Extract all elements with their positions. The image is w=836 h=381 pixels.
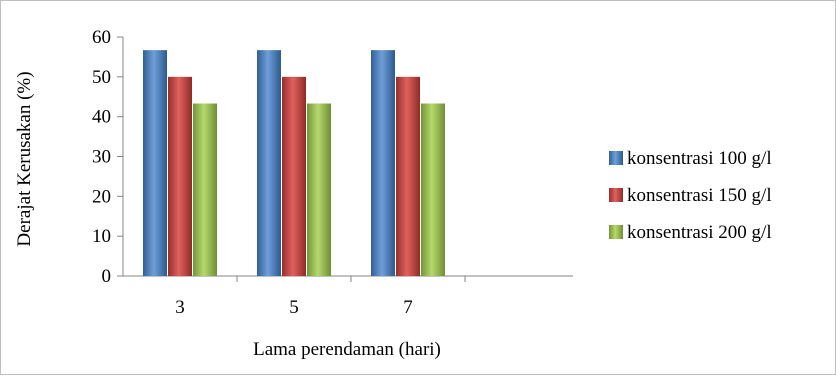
y-axis: 0 10 20 30 40 50 60: [92, 27, 124, 287]
bar: [193, 103, 217, 276]
bar: [396, 76, 420, 276]
bar: [421, 103, 445, 276]
x-axis: 3 5 7: [123, 275, 573, 318]
legend-label: konsentrasi 150 g/l: [627, 185, 772, 206]
bars: [143, 50, 445, 276]
y-tick-label: 10: [92, 226, 111, 247]
legend-swatch: [609, 225, 623, 239]
x-tick-label: 7: [403, 297, 413, 318]
bar: [282, 76, 306, 276]
x-axis-label: Lama perendaman (hari): [253, 339, 441, 360]
x-tick-label: 3: [175, 297, 185, 318]
y-tick-label: 40: [92, 107, 111, 128]
legend-swatch: [609, 188, 623, 202]
bar: [371, 50, 395, 276]
legend-label: konsentrasi 100 g/l: [627, 148, 772, 169]
y-axis-label: Derajat Kerusakan (%): [14, 71, 35, 246]
x-tick-label: 5: [289, 297, 299, 318]
bar: [257, 50, 281, 276]
legend: konsentrasi 100 g/l konsentrasi 150 g/l ko…: [609, 148, 772, 243]
y-tick-label: 60: [92, 27, 111, 48]
y-tick-label: 20: [92, 186, 111, 207]
bar: [307, 103, 331, 276]
legend-label: konsentrasi 200 g/l: [627, 222, 772, 243]
y-tick-label: 30: [92, 147, 111, 168]
bar: [168, 76, 192, 276]
bar: [143, 50, 167, 276]
legend-swatch: [609, 151, 623, 165]
y-tick-label: 0: [102, 266, 112, 287]
y-tick-label: 50: [92, 67, 111, 88]
